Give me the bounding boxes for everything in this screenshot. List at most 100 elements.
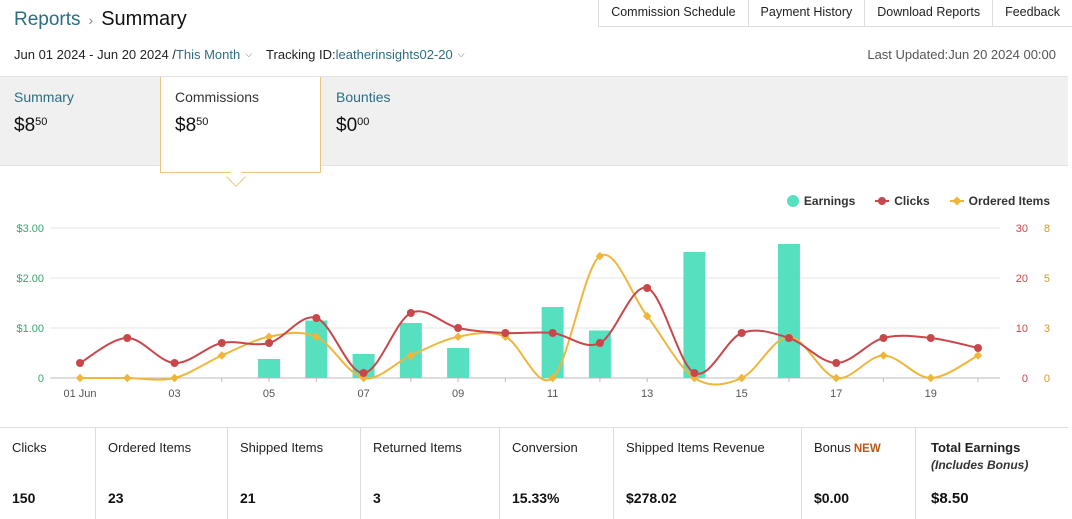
summary-tabs: Summary $8 50 Commissions $8 50 Bounties $… [0, 76, 1068, 173]
ordered-items-point [737, 373, 746, 383]
ordered-items-point [831, 373, 841, 383]
tab-bounties-cents: 00 [357, 116, 370, 128]
ordered-items-point [264, 332, 274, 341]
earnings-bar [683, 252, 706, 378]
stat-returned-items-label: Returned Items [373, 440, 462, 455]
stat-total-earnings-value: $8.50 [931, 490, 969, 507]
chevron-down-icon: ⌵ [245, 49, 253, 59]
left-axis-tick-label: $2.00 [16, 273, 44, 285]
payment-history-button[interactable]: Payment History [749, 0, 866, 26]
earnings-swatch-icon [786, 195, 799, 207]
tracking-id-dropdown[interactable]: Tracking ID: leatherinsights02-20 ⌵ [266, 47, 465, 62]
tab-commissions-cents: 50 [196, 116, 209, 128]
earnings-bar [447, 348, 470, 378]
clicks-point [690, 369, 699, 377]
stat-total-earnings-label: Total Earnings [931, 440, 1021, 455]
stat-bonus-label: Bonus NEW [814, 440, 903, 455]
ordered-items-point [123, 373, 132, 383]
stat-returned-items-value: 3 [373, 490, 381, 506]
stat-shipped-revenue-label: Shipped Items Revenue [626, 440, 765, 455]
clicks-point [312, 314, 321, 322]
stat-clicks-label: Clicks [12, 440, 47, 455]
legend-ordered-items[interactable]: Ordered Items [949, 194, 1050, 208]
x-axis-tick-label: 09 [452, 388, 464, 400]
tab-commissions[interactable]: Commissions $8 50 [160, 77, 321, 173]
date-preset-text: This Month [175, 47, 241, 62]
right-axis-clicks-tick-label: 0 [1022, 373, 1028, 385]
chevron-right-icon: › [88, 11, 94, 28]
left-axis-tick-label: $3.00 [16, 223, 44, 235]
clicks-point [879, 334, 888, 342]
stat-ordered-items: Ordered Items 23 [96, 428, 228, 519]
clicks-point [265, 339, 274, 347]
stat-clicks-value: 150 [12, 490, 36, 506]
last-updated: Last Updated:Jun 20 2024 00:00 [867, 47, 1056, 62]
clicks-point [974, 344, 982, 352]
feedback-button[interactable]: Feedback [1005, 5, 1060, 19]
download-reports-button[interactable]: Download Reports [865, 0, 994, 26]
earnings-bar [305, 320, 328, 378]
report-header: Reports › Summary Commission Schedule Pa… [0, 0, 1072, 76]
right-axis-clicks-tick-label: 20 [1016, 273, 1028, 285]
ordered-items-point [453, 332, 463, 341]
tab-summary-amount: $8 [14, 115, 36, 136]
performance-chart: $3.00 30 8 $2.00 20 5 $1.00 10 3 0 0 0 01 Jun 03 05 07 0… [0, 166, 1068, 426]
stat-returned-items: Returned Items 3 [361, 428, 500, 519]
page-title: Summary [101, 8, 187, 30]
ordered-items-point [406, 351, 416, 360]
tab-bounties-value: $0 00 [336, 115, 468, 137]
clicks-line [79, 286, 979, 375]
tab-summary-value: $8 50 [14, 115, 146, 137]
x-axis-tick-label: 11 [547, 388, 558, 400]
right-axis-ordered-tick-label: 3 [1044, 323, 1050, 335]
clicks-point [548, 329, 557, 337]
stat-conversion: Conversion 15.33% [500, 428, 614, 519]
stat-ordered-items-label: Ordered Items [108, 440, 192, 455]
tracking-id-label: Tracking ID: [266, 47, 336, 62]
tab-bounties[interactable]: Bounties $0 00 [322, 77, 482, 167]
ordered-items-point [312, 332, 321, 341]
tab-bounties-label: Bounties [336, 89, 391, 105]
breadcrumb-reports-link[interactable]: Reports [14, 8, 81, 30]
tab-summary-label: Summary [14, 89, 74, 105]
stat-shipped-revenue: Shipped Items Revenue $278.02 [614, 428, 802, 519]
clicks-point [784, 334, 793, 342]
stat-bonus-label-text: Bonus [814, 440, 851, 455]
clicks-point [926, 334, 935, 342]
tab-commissions-label: Commissions [175, 89, 260, 105]
stat-conversion-label: Conversion [512, 440, 578, 455]
ordered-items-point [879, 351, 888, 360]
stat-total-earnings-sub: (Includes Bonus) [931, 458, 1029, 472]
ordered-items-swatch-icon [949, 196, 964, 206]
stat-shipped-items: Shipped Items 21 [228, 428, 361, 519]
stat-conversion-value: 15.33% [512, 490, 560, 506]
x-axis-tick-label: 03 [168, 388, 180, 400]
ordered-items-point [170, 373, 179, 383]
clicks-point [359, 369, 368, 377]
clicks-point [217, 339, 226, 347]
ordered-items-point [973, 351, 983, 360]
tab-commissions-amount: $8 [175, 115, 197, 136]
legend-earnings[interactable]: Earnings [786, 194, 855, 208]
clicks-point [643, 284, 652, 292]
clicks-point [123, 334, 132, 342]
filters-bar: Jun 01 2024 - Jun 20 2024 / This Month ⌵… [14, 47, 465, 62]
chart-canvas: $3.00 30 8$2.00 20 5$1.00 10 30 0 001 Jun 03 05 07 0… [16, 223, 1050, 400]
legend-ordered-items-label: Ordered Items [968, 194, 1050, 208]
top-nav: Commission Schedule Payment History Down… [598, 0, 1072, 27]
stat-bonus-value: $0.00 [814, 490, 850, 506]
commission-schedule-button[interactable]: Commission Schedule [599, 0, 749, 26]
clicks-point [76, 359, 84, 367]
date-range-dropdown[interactable]: Jun 01 2024 - Jun 20 2024 / This Month ⌵ [14, 47, 252, 62]
ordered-items-point [642, 311, 652, 321]
legend-clicks[interactable]: Clicks [875, 194, 930, 208]
stat-shipped-items-value: 21 [240, 490, 256, 506]
x-axis-tick-label: 07 [357, 388, 369, 400]
left-axis-tick-label: 0 [38, 373, 44, 385]
stat-shipped-revenue-value: $278.02 [626, 490, 677, 506]
new-badge: NEW [853, 443, 881, 455]
tab-summary[interactable]: Summary $8 50 [0, 77, 160, 167]
right-axis-clicks-tick-label: 10 [1016, 323, 1028, 335]
stats-bar: Clicks 150 Ordered Items 23 Shipped Item… [0, 427, 1068, 519]
x-axis-tick-label: 13 [641, 388, 653, 400]
